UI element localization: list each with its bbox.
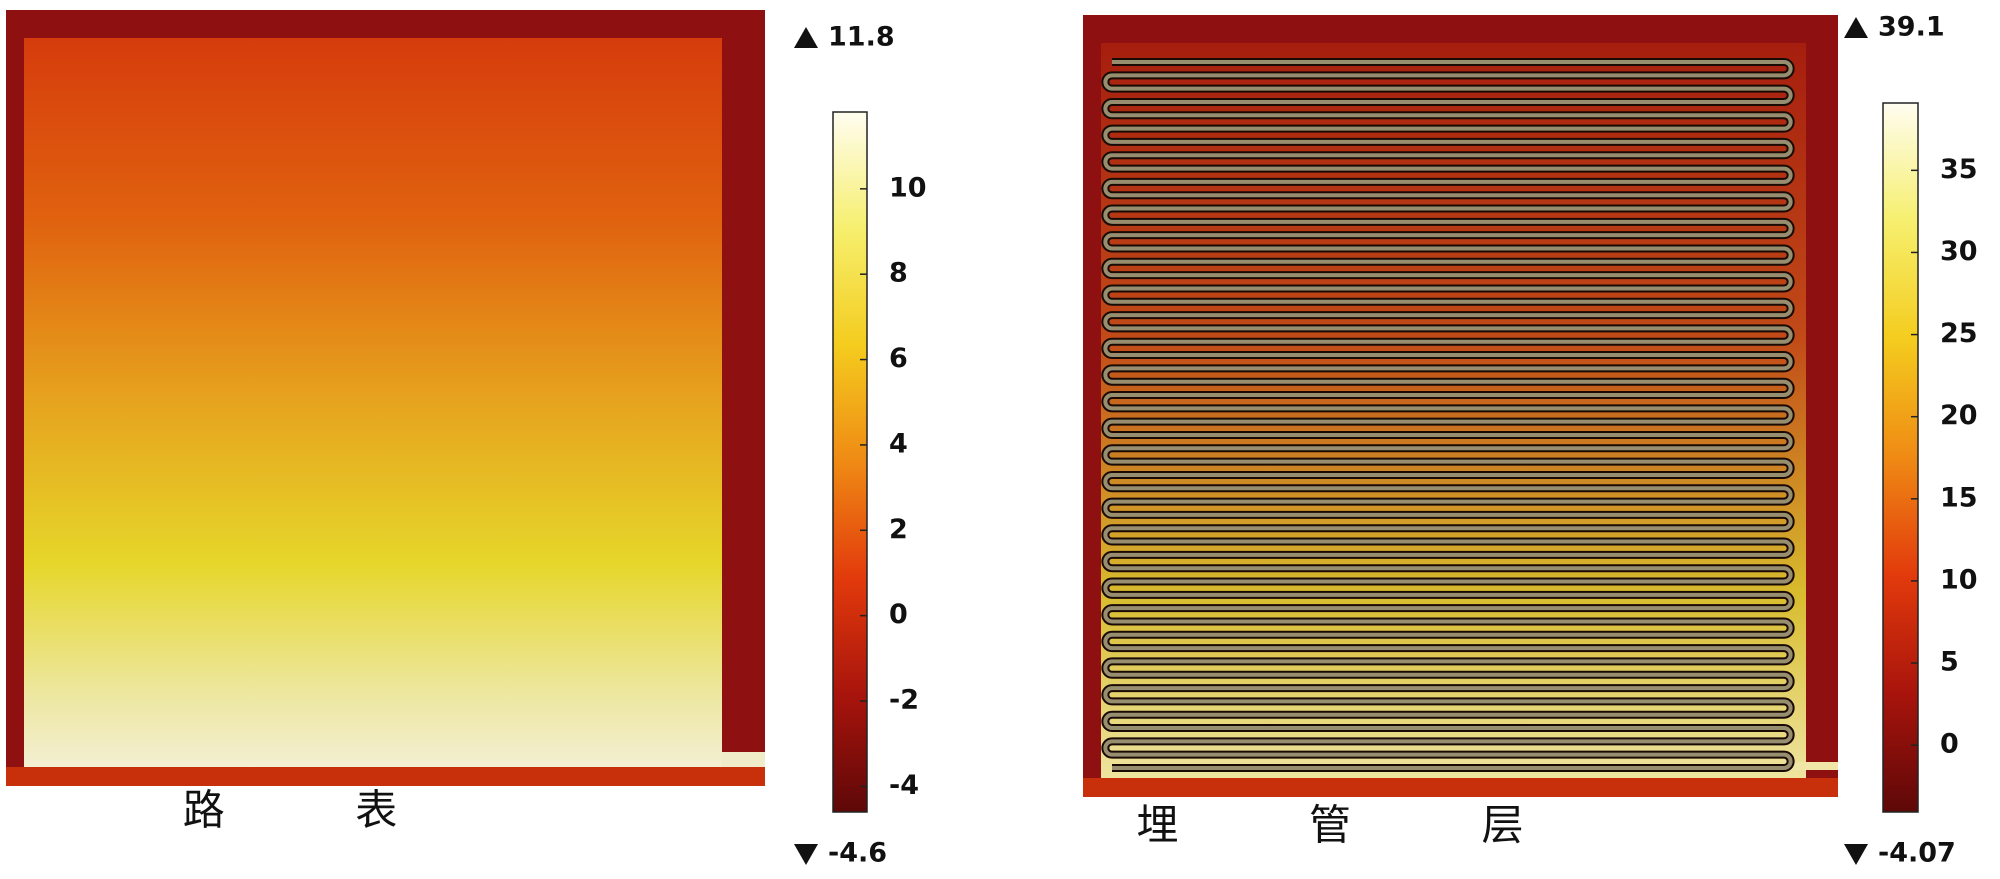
colorbar-tick-label: 0 (889, 599, 908, 630)
caption: 埋 管 层 (1136, 804, 1523, 850)
colorbar-tick-label: 10 (889, 172, 927, 203)
colorbar-tick-label: 2 (889, 514, 908, 545)
colorbar-tick-label: 20 (1940, 400, 1978, 431)
pipe-layout (1101, 58, 1795, 772)
colorbar-tick-label: -4 (889, 770, 919, 801)
max-marker (1844, 17, 1868, 38)
min-label: -4.07 (1878, 838, 1956, 869)
caption: 路 表 (183, 789, 398, 835)
heat-field (24, 38, 722, 767)
max-marker (794, 27, 818, 48)
colorbar-tick-label: 35 (1940, 154, 1978, 185)
panel-edge (1083, 778, 1838, 797)
heat-field (722, 752, 765, 767)
colorbar-tick-label: 4 (889, 428, 908, 459)
min-marker (794, 844, 818, 865)
colorbar-tick-label: 30 (1940, 236, 1978, 267)
colorbar-tick-label: 10 (1940, 564, 1978, 595)
pipe (1103, 60, 1793, 770)
colorbar (1882, 102, 1919, 813)
max-label: 11.8 (828, 22, 895, 53)
colorbar-tick-label: 0 (1940, 729, 1959, 760)
colorbar-tick-label: 6 (889, 343, 908, 374)
heat-field (1790, 762, 1838, 770)
colorbar-tick-label: 15 (1940, 482, 1978, 513)
colorbar-tick-label: 25 (1940, 318, 1978, 349)
colorbar-tick-label: 5 (1940, 647, 1959, 678)
colorbar (832, 111, 868, 813)
colorbar-tick-label: 8 (889, 258, 908, 289)
min-label: -4.6 (828, 838, 887, 869)
colorbar-tick-label: -2 (889, 685, 919, 716)
max-label: 39.1 (1878, 12, 1945, 43)
min-marker (1844, 844, 1868, 865)
panel-edge (6, 767, 765, 786)
